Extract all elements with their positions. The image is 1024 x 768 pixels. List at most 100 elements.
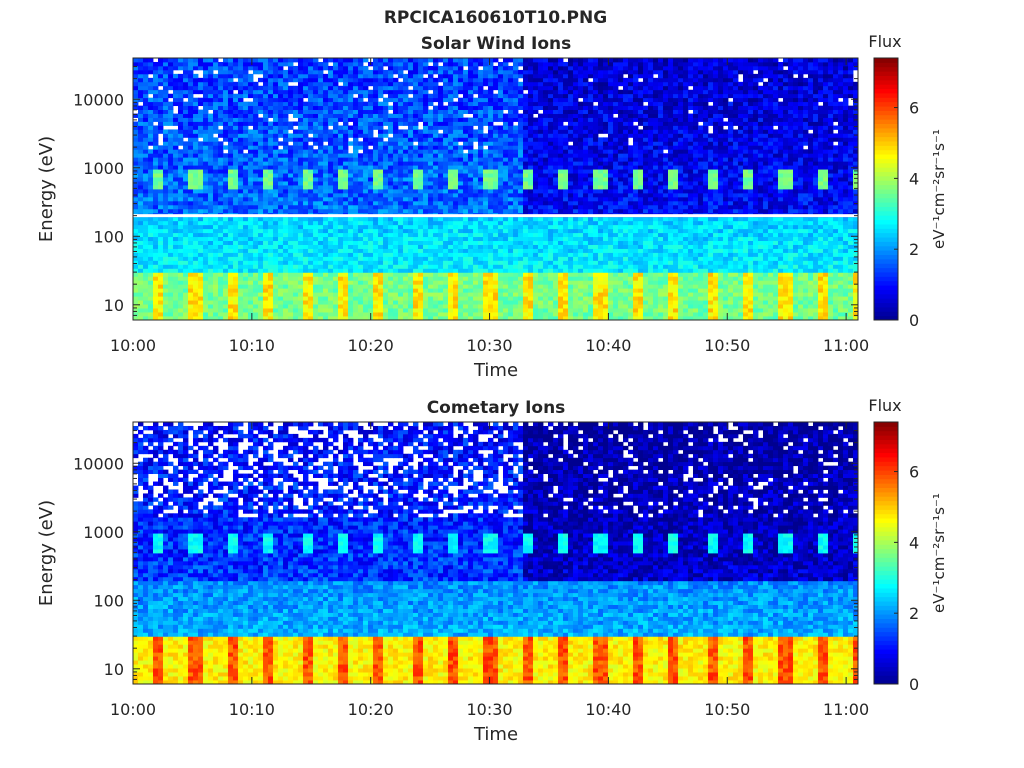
- heatmap-cell: [363, 185, 369, 190]
- heatmap-cell: [283, 216, 289, 222]
- heatmap-cell: [218, 89, 224, 95]
- heatmap-cell: [448, 69, 454, 75]
- heatmap-cell: [233, 228, 239, 234]
- heatmap-cell: [503, 264, 509, 269]
- heatmap-cell: [178, 165, 184, 170]
- heatmap-cell: [423, 93, 429, 99]
- heatmap-cell: [283, 236, 289, 242]
- heatmap-cell: [263, 248, 269, 253]
- heatmap-cell: [143, 204, 149, 210]
- heatmap-cell: [193, 153, 199, 158]
- heatmap-cell: [258, 97, 264, 103]
- heatmap-cell: [218, 181, 224, 186]
- heatmap-cell: [283, 181, 289, 186]
- heatmap-cell: [298, 61, 304, 67]
- heatmap-cell: [483, 153, 489, 158]
- heatmap-cell: [433, 137, 439, 142]
- heatmap-cell: [448, 276, 454, 281]
- heatmap-cell: [423, 244, 429, 249]
- heatmap-cell: [328, 216, 334, 222]
- heatmap-cell: [163, 121, 169, 126]
- heatmap-cell: [208, 85, 214, 91]
- heatmap-cell: [468, 312, 474, 317]
- heatmap-cell: [438, 165, 444, 170]
- heatmap-cell: [518, 177, 524, 182]
- heatmap-cell: [238, 244, 244, 249]
- heatmap-cell: [503, 65, 509, 71]
- heatmap-cell: [413, 153, 419, 158]
- heatmap-cell: [393, 220, 399, 226]
- heatmap-cell: [148, 304, 154, 309]
- heatmap-cell: [313, 89, 319, 95]
- heatmap-cell: [258, 133, 264, 138]
- heatmap-cell: [313, 252, 319, 257]
- heatmap-cell: [498, 69, 504, 75]
- heatmap-cell: [513, 304, 519, 309]
- heatmap-cell: [223, 181, 229, 186]
- heatmap-cell: [283, 268, 289, 273]
- heatmap-cell: [443, 109, 449, 114]
- heatmap-cell: [433, 81, 439, 87]
- heatmap-cell: [463, 292, 469, 297]
- heatmap-cell: [338, 58, 344, 63]
- heatmap-cell: [203, 145, 209, 150]
- heatmap-cell: [448, 216, 454, 222]
- heatmap-cell: [343, 240, 349, 245]
- heatmap-cell: [468, 220, 474, 226]
- heatmap-cell: [503, 268, 509, 273]
- heatmap-cell: [423, 316, 429, 321]
- heatmap-cell: [358, 224, 364, 230]
- heatmap-cell: [218, 65, 224, 71]
- heatmap-cell: [258, 101, 264, 107]
- heatmap-cell: [338, 137, 344, 142]
- heatmap-cell: [353, 113, 359, 118]
- heatmap-cell: [178, 93, 184, 99]
- heatmap-cell: [398, 300, 404, 305]
- heatmap-cell: [388, 300, 394, 305]
- heatmap-cell: [498, 137, 504, 142]
- heatmap-cell: [423, 133, 429, 138]
- heatmap-cell: [278, 141, 284, 146]
- heatmap-cell: [498, 264, 504, 269]
- heatmap-cell: [178, 296, 184, 301]
- heatmap-cell: [318, 200, 324, 206]
- heatmap-cell: [233, 69, 239, 75]
- heatmap-cell: [233, 276, 239, 281]
- heatmap-cell: [203, 312, 209, 317]
- heatmap-cell: [208, 125, 214, 130]
- heatmap-cell: [293, 272, 299, 277]
- heatmap-cell: [488, 308, 494, 313]
- heatmap-cell: [458, 252, 464, 257]
- heatmap-cell: [263, 81, 269, 87]
- heatmap-cell: [513, 192, 519, 198]
- heatmap-cell: [468, 89, 474, 95]
- heatmap-cell: [358, 77, 364, 83]
- heatmap-cell: [468, 97, 474, 103]
- heatmap-cell: [458, 109, 464, 114]
- heatmap-cell: [318, 93, 324, 99]
- heatmap-cell: [198, 153, 204, 158]
- heatmap-cell: [413, 129, 419, 134]
- heatmap-cell: [423, 236, 429, 242]
- heatmap-cell: [458, 236, 464, 242]
- heatmap-cell: [328, 272, 334, 277]
- heatmap-cell: [258, 284, 264, 289]
- heatmap-cell: [368, 101, 374, 107]
- heatmap-cell: [518, 204, 524, 210]
- heatmap-cell: [348, 264, 354, 269]
- heatmap-cell: [218, 316, 224, 321]
- heatmap-cell: [213, 105, 219, 111]
- heatmap-cell: [513, 97, 519, 103]
- heatmap-cell: [333, 73, 339, 79]
- heatmap-cell: [153, 189, 159, 194]
- heatmap-cell: [393, 77, 399, 83]
- heatmap-cell: [448, 133, 454, 138]
- heatmap-cell: [443, 248, 449, 253]
- heatmap-cell: [243, 145, 249, 150]
- heatmap-cell: [433, 149, 439, 154]
- heatmap-cell: [203, 77, 209, 83]
- heatmap-cell: [358, 244, 364, 249]
- heatmap-cell: [393, 161, 399, 166]
- heatmap-cell: [148, 196, 154, 202]
- heatmap-cell: [173, 224, 179, 230]
